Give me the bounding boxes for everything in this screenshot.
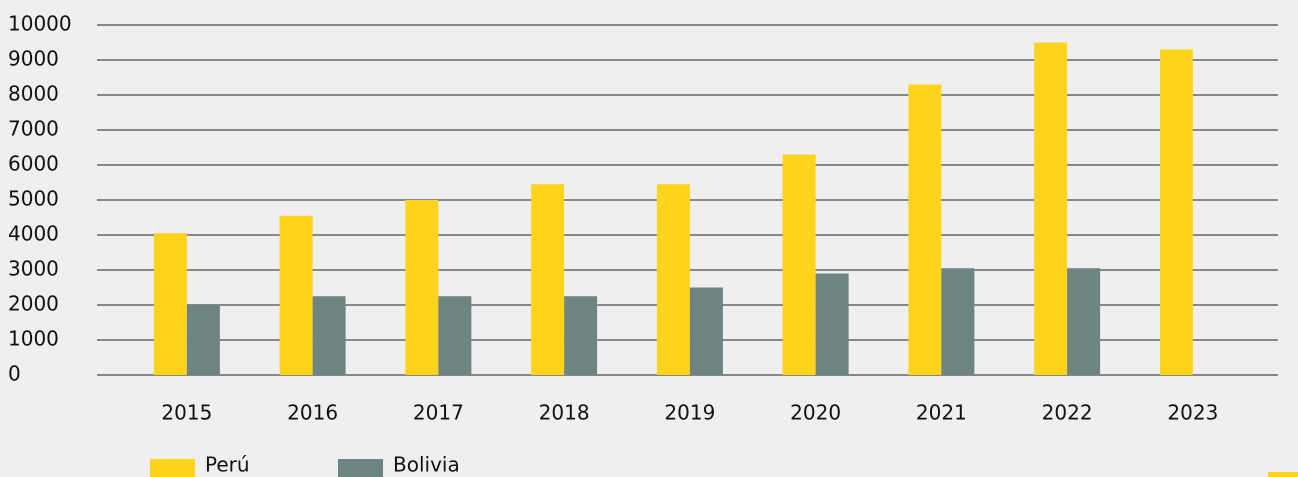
y-tick-label: 0: [8, 362, 21, 386]
y-tick-label: 8000: [8, 82, 59, 106]
bar: [1034, 42, 1068, 375]
legend-swatch: [150, 459, 195, 477]
x-tick-label: 2015: [161, 401, 212, 425]
bar: [405, 200, 439, 375]
bar: [782, 154, 816, 375]
bar: [186, 305, 220, 375]
x-tick-label: 2023: [1167, 401, 1218, 425]
bar: [438, 296, 472, 375]
bar: [656, 184, 690, 375]
y-tick-label: 4000: [8, 222, 59, 246]
y-tick-label: 2000: [8, 292, 59, 316]
legend-swatch: [338, 459, 383, 477]
x-tick-label: 2022: [1042, 401, 1093, 425]
decoration: [1268, 472, 1298, 477]
y-tick-label: 10000: [8, 12, 72, 36]
y-tick-label: 3000: [8, 257, 59, 281]
x-tick-label: 2018: [539, 401, 590, 425]
bar: [564, 296, 598, 375]
x-tick-label: 2016: [287, 401, 338, 425]
bar: [312, 296, 346, 375]
legend-label: Perú: [205, 453, 250, 477]
y-tick-label: 5000: [8, 187, 59, 211]
bar: [1067, 268, 1101, 375]
x-tick-label: 2020: [790, 401, 841, 425]
legend-label: Bolivia: [393, 453, 460, 477]
x-tick-label: 2017: [413, 401, 464, 425]
y-tick-label: 6000: [8, 152, 59, 176]
y-tick-label: 1000: [8, 327, 59, 351]
bar: [153, 233, 187, 375]
bar: [941, 268, 975, 375]
bar: [531, 184, 565, 375]
x-tick-label: 2019: [664, 401, 715, 425]
bar: [908, 84, 942, 375]
bar: [689, 287, 723, 375]
y-tick-label: 7000: [8, 117, 59, 141]
y-tick-label: 9000: [8, 47, 59, 71]
bar: [1159, 49, 1193, 375]
bar: [815, 273, 849, 375]
x-tick-label: 2021: [916, 401, 967, 425]
bar: [279, 215, 313, 375]
